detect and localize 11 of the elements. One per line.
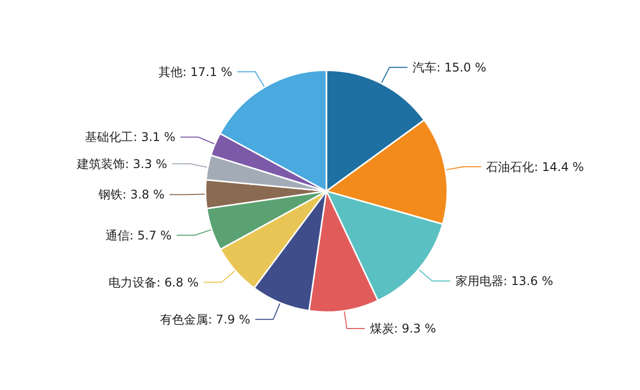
slice-label: 有色金属: 7.9 % (160, 312, 250, 326)
slice-label: 钢铁: 3.8 % (97, 188, 165, 202)
slice-label: 建筑装饰: 3.3 % (76, 156, 168, 171)
slice-label: 其他: 17.1 % (158, 64, 232, 79)
slice-label: 电力设备: 6.8 % (108, 275, 199, 290)
slice-label: 通信: 5.7 % (106, 228, 172, 242)
slice-label: 石油石化: 14.4 % (486, 160, 584, 174)
slice-label: 汽车: 15.0 % (412, 60, 486, 74)
slice-label: 基础化工: 3.1 % (85, 130, 176, 144)
slice-label: 家用电器: 13.6 % (455, 274, 554, 288)
slice-label: 煤炭: 9.3 % (370, 321, 436, 336)
